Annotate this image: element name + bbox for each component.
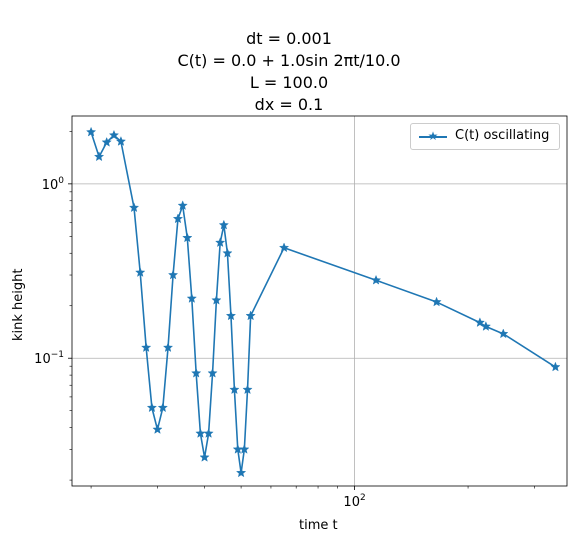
data-point-star	[162, 342, 174, 352]
data-point-star	[135, 267, 146, 277]
data-point-star	[207, 367, 218, 378]
legend-line-swatch	[419, 136, 447, 138]
data-point-star	[498, 328, 509, 339]
y-tick-label: 10−1	[34, 350, 64, 367]
data-point-star	[157, 402, 168, 413]
data-point-star	[101, 137, 112, 147]
data-point-star	[211, 294, 222, 305]
legend-star-icon: ★	[427, 129, 439, 143]
data-point-star	[239, 444, 250, 454]
data-point-star	[186, 293, 197, 303]
data-point-star	[278, 242, 290, 253]
y-axis-label: kink height	[11, 268, 26, 341]
data-point-star	[191, 367, 202, 378]
data-point-star	[431, 296, 442, 307]
data-point-star	[474, 317, 485, 327]
data-point-star	[222, 247, 233, 258]
data-point-star	[370, 274, 382, 285]
data-point-star	[218, 219, 229, 230]
data-point-star	[203, 428, 214, 438]
data-point-star	[167, 269, 179, 280]
data-point-star	[85, 126, 97, 137]
legend: ★ C(t) oscillating	[410, 123, 560, 150]
data-point-star	[128, 202, 140, 213]
x-axis-label: time t	[299, 518, 338, 533]
series-line	[90, 131, 556, 474]
data-point-star	[172, 213, 184, 224]
data-point-star	[225, 310, 237, 321]
chart-title-line-2: C(t) = 0.0 + 1.0sin 2πt/10.0	[177, 51, 401, 70]
chart-title-line-1: dt = 0.001	[246, 29, 332, 48]
legend-label: C(t) oscillating	[455, 128, 550, 143]
data-point-star	[229, 384, 240, 395]
data-point-star	[108, 129, 120, 140]
data-point-star	[182, 232, 193, 243]
data-point-star	[245, 310, 256, 321]
plot-frame	[71, 115, 568, 487]
data-point-star	[215, 237, 226, 247]
data-point-star	[115, 136, 127, 146]
data-point-star	[152, 424, 163, 434]
data-point-star	[242, 384, 253, 395]
data-point-star	[199, 452, 210, 462]
data-point-star	[177, 200, 188, 210]
data-point-star	[146, 402, 157, 413]
chart-title-line-3: L = 100.0	[249, 73, 329, 92]
data-point-star	[93, 151, 105, 162]
y-tick-label: 100	[42, 176, 65, 193]
chart-title-line-4: dx = 0.1	[254, 95, 324, 114]
data-point-star	[550, 361, 561, 372]
data-point-star	[480, 321, 491, 331]
x-tick-label: 102	[343, 493, 365, 510]
data-point-star	[141, 342, 152, 352]
data-point-star	[236, 467, 247, 478]
